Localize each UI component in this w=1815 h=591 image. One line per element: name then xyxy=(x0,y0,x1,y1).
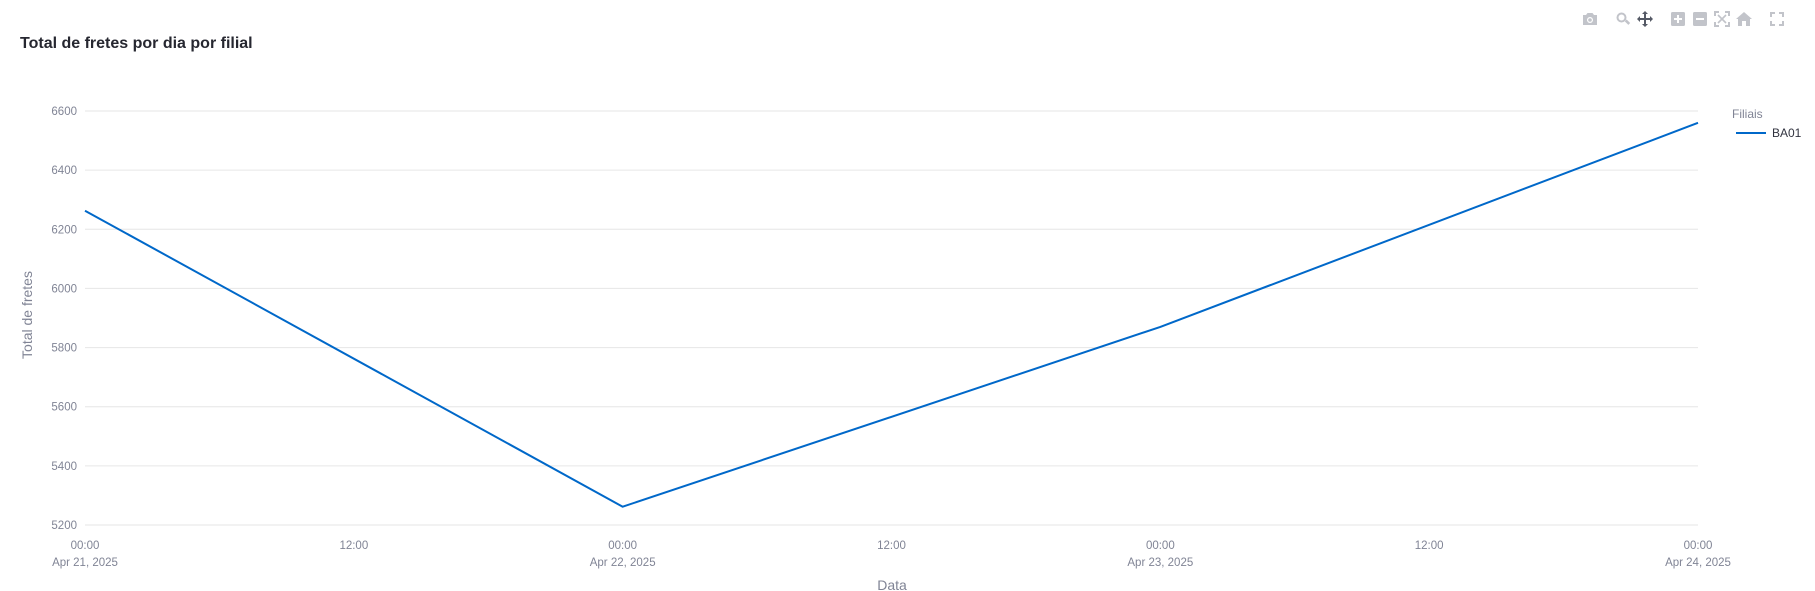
y-tick-label: 6400 xyxy=(51,165,77,177)
legend-title: Filiais xyxy=(1732,107,1763,121)
y-tick-label: 6200 xyxy=(51,224,77,236)
legend-item-label[interactable]: BA01 xyxy=(1772,126,1802,140)
y-axis-title: Total de fretes xyxy=(19,271,35,359)
series-line-BA01 xyxy=(85,123,1698,507)
y-tick-label: 5600 xyxy=(51,402,77,414)
x-tick-date: Apr 21, 2025 xyxy=(52,557,118,569)
series-group xyxy=(85,123,1698,507)
x-tick-time: 12:00 xyxy=(1415,540,1444,552)
x-axis-ticks: 00:00 Apr 21, 2025 12:00 00:00 Apr 22, 2025 1… xyxy=(52,540,1731,569)
x-tick-time: 12:00 xyxy=(877,540,906,552)
x-tick-time: 00:00 xyxy=(1146,540,1175,552)
y-axis-ticks: 6600 6400 6200 6000 5800 5600 5400 5200 xyxy=(51,106,77,532)
x-tick-date: Apr 23, 2025 xyxy=(1127,557,1193,569)
x-tick-time: 00:00 xyxy=(1684,540,1713,552)
x-tick-date: Apr 24, 2025 xyxy=(1665,557,1731,569)
x-tick-time: 00:00 xyxy=(608,540,637,552)
legend: Filiais BA01 xyxy=(1732,107,1802,140)
y-tick-label: 5800 xyxy=(51,343,77,355)
x-tick-date: Apr 22, 2025 xyxy=(590,557,656,569)
x-tick-time: 00:00 xyxy=(71,540,100,552)
y-tick-label: 6600 xyxy=(51,106,77,118)
y-tick-label: 5200 xyxy=(51,520,77,532)
y-tick-label: 5400 xyxy=(51,461,77,473)
x-tick-time: 12:00 xyxy=(339,540,368,552)
x-axis-title: Data xyxy=(877,577,907,591)
y-tick-label: 6000 xyxy=(51,283,77,295)
gridlines xyxy=(85,111,1698,525)
